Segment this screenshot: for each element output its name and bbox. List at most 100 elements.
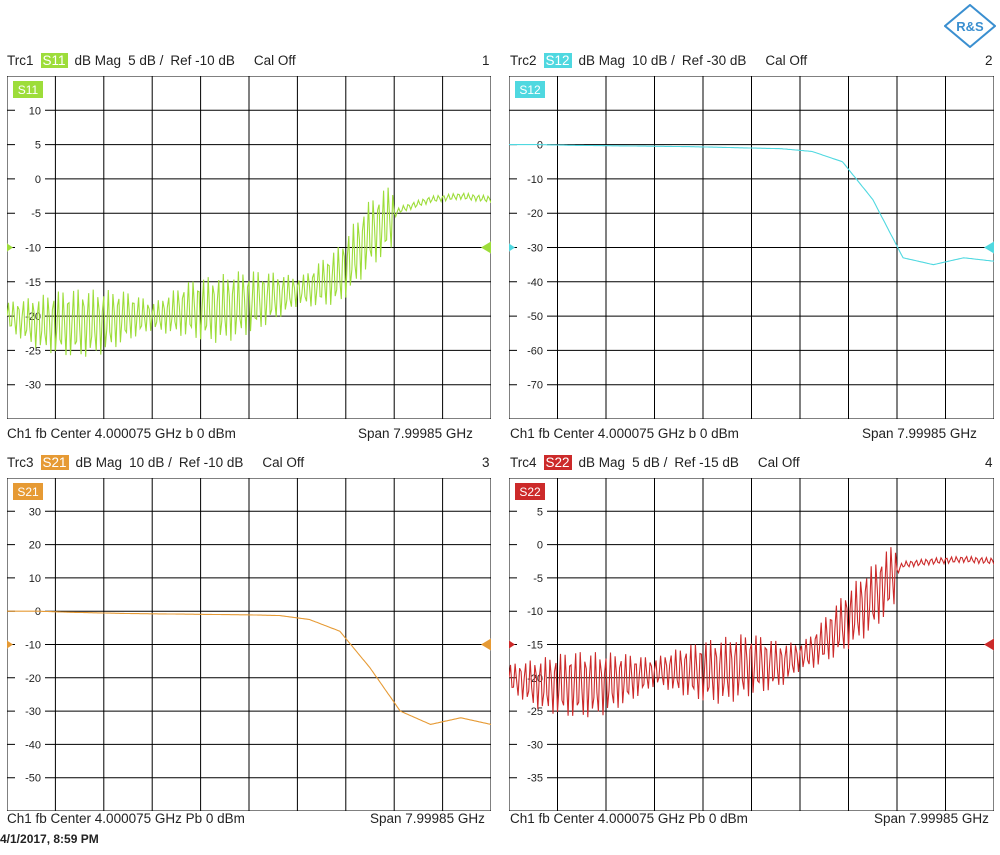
y-tick-label: -15 bbox=[25, 277, 41, 289]
y-tick-label: 0 bbox=[35, 174, 41, 186]
footer-right-4: Span 7.99985 GHz bbox=[874, 811, 989, 826]
timestamp: 4/1/2017, 8:59 PM bbox=[0, 832, 99, 846]
tick-bg bbox=[517, 704, 547, 719]
param-box-label: S21 bbox=[17, 485, 39, 499]
y-tick-label: 10 bbox=[29, 105, 41, 117]
y-tick-label: -5 bbox=[533, 573, 543, 585]
footer-right-2: Span 7.99985 GHz bbox=[862, 426, 977, 441]
trace-header-3: Trc3 S21 dB Mag 10 dB / Ref -10 dB Cal Off bbox=[7, 455, 305, 470]
footer-right-3: Span 7.99985 GHz bbox=[370, 811, 485, 826]
tick-bg bbox=[15, 103, 45, 118]
y-tick-label: 5 bbox=[35, 140, 41, 152]
rs-logo: R&S bbox=[944, 4, 996, 48]
param-tag[interactable]: S12 bbox=[543, 53, 572, 68]
tick-bg bbox=[517, 240, 547, 255]
tick-bg bbox=[517, 770, 547, 785]
panel-number-4: 4 bbox=[985, 455, 993, 470]
y-tick-label: -25 bbox=[527, 706, 543, 718]
trace-line-S21 bbox=[7, 610, 491, 725]
panel-number-2: 2 bbox=[985, 53, 993, 68]
ref-marker bbox=[481, 241, 491, 254]
footer-left-3: Ch1 fb Center 4.000075 GHz Pb 0 dBm bbox=[7, 811, 245, 826]
param-box bbox=[515, 81, 545, 98]
y-tick-label: -35 bbox=[527, 773, 543, 785]
tick-bg bbox=[15, 570, 45, 585]
ref-marker bbox=[984, 638, 994, 651]
y-tick-label: -25 bbox=[25, 345, 41, 357]
y-tick-label: 30 bbox=[29, 506, 41, 518]
tick-bg bbox=[517, 504, 547, 519]
tick-bg bbox=[15, 171, 45, 186]
param-box-label: S22 bbox=[519, 485, 541, 499]
tick-bg bbox=[517, 343, 547, 358]
y-tick-label: 5 bbox=[537, 506, 543, 518]
tick-bg bbox=[15, 504, 45, 519]
y-tick-label: -50 bbox=[527, 311, 543, 323]
tick-bg bbox=[517, 171, 547, 186]
y-tick-label: 0 bbox=[35, 606, 41, 618]
tick-bg bbox=[15, 637, 45, 652]
tick-bg bbox=[517, 309, 547, 324]
param-box bbox=[13, 81, 43, 98]
y-tick-label: -10 bbox=[527, 174, 543, 186]
tick-bg bbox=[15, 377, 45, 392]
tick-bg bbox=[15, 770, 45, 785]
y-tick-label: -60 bbox=[527, 345, 543, 357]
ref-marker-left bbox=[7, 640, 13, 649]
tick-bg bbox=[517, 604, 547, 619]
tick-bg bbox=[15, 274, 45, 289]
tick-bg bbox=[517, 637, 547, 652]
ref-marker-left bbox=[509, 243, 515, 252]
ref-marker-left bbox=[509, 640, 515, 649]
chart-s12[interactable]: 0 -10 -20 -30 -40 -50 -60 -70 S12 bbox=[509, 76, 994, 419]
y-tick-label: -30 bbox=[25, 706, 41, 718]
y-tick-label: 0 bbox=[537, 540, 543, 552]
tick-bg bbox=[15, 737, 45, 752]
param-tag[interactable]: S22 bbox=[543, 455, 572, 470]
y-tick-label: -50 bbox=[25, 773, 41, 785]
tick-bg bbox=[517, 570, 547, 585]
chart-s21[interactable]: 30 20 10 0 -10 -20 -30 -40 -50 S21 bbox=[7, 478, 491, 811]
y-tick-label: 20 bbox=[29, 540, 41, 552]
panel-number-3: 3 bbox=[482, 455, 490, 470]
y-tick-label: -70 bbox=[527, 380, 543, 392]
tick-bg bbox=[15, 704, 45, 719]
trace-line-S11 bbox=[7, 187, 491, 357]
y-tick-label: -40 bbox=[25, 739, 41, 751]
param-box bbox=[515, 483, 545, 500]
param-box-label: S12 bbox=[519, 83, 541, 97]
param-tag[interactable]: S21 bbox=[40, 455, 69, 470]
param-box bbox=[13, 483, 43, 500]
trace-header-4: Trc4 S22 dB Mag 5 dB / Ref -15 dB Cal Off bbox=[510, 455, 800, 470]
trace-line-S12 bbox=[509, 144, 994, 266]
panel-number-1: 1 bbox=[482, 53, 490, 68]
param-tag[interactable]: S11 bbox=[40, 53, 68, 68]
y-tick-label: 0 bbox=[537, 140, 543, 152]
footer-left-1: Ch1 fb Center 4.000075 GHz b 0 dBm bbox=[7, 426, 236, 441]
y-tick-label: -5 bbox=[31, 208, 41, 220]
svg-text:R&S: R&S bbox=[956, 19, 984, 34]
y-tick-label: -30 bbox=[25, 380, 41, 392]
footer-left-2: Ch1 fb Center 4.000075 GHz b 0 dBm bbox=[510, 426, 739, 441]
trace-header-1: Trc1 S11 dB Mag 5 dB / Ref -10 dB Cal Off bbox=[7, 53, 296, 68]
footer-left-4: Ch1 fb Center 4.000075 GHz Pb 0 dBm bbox=[510, 811, 748, 826]
y-tick-label: -10 bbox=[25, 640, 41, 652]
tick-bg bbox=[15, 537, 45, 552]
tick-bg bbox=[517, 737, 547, 752]
tick-bg bbox=[517, 377, 547, 392]
tick-bg bbox=[15, 670, 45, 685]
tick-bg bbox=[15, 137, 45, 152]
trace-line-S22 bbox=[509, 547, 994, 718]
y-tick-label: -30 bbox=[527, 739, 543, 751]
trace-header-2: Trc2 S12 dB Mag 10 dB / Ref -30 dB Cal Off bbox=[510, 53, 808, 68]
ref-marker bbox=[984, 241, 994, 254]
param-box-label: S11 bbox=[18, 83, 39, 97]
y-tick-label: -15 bbox=[527, 640, 543, 652]
ref-marker bbox=[481, 638, 491, 651]
tick-bg bbox=[517, 206, 547, 221]
y-tick-label: 10 bbox=[29, 573, 41, 585]
trace-name: Trc1 bbox=[7, 53, 34, 68]
y-tick-label: -20 bbox=[25, 673, 41, 685]
